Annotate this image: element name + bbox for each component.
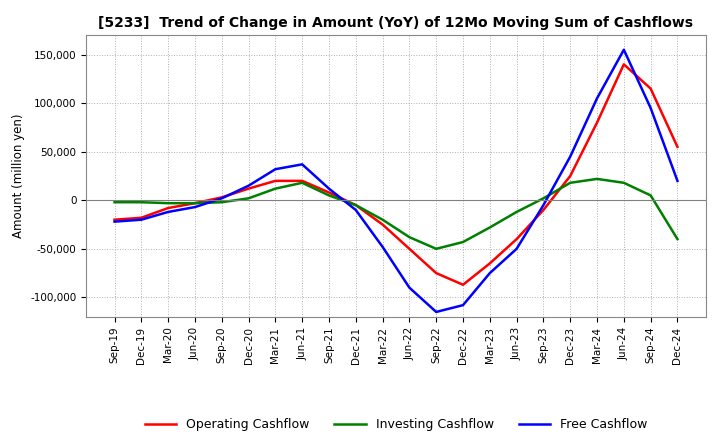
Investing Cashflow <box>110 200 119 205</box>
Line: Investing Cashflow: Investing Cashflow <box>114 179 678 249</box>
Operating Cashflow <box>432 271 441 276</box>
Free Cashflow <box>378 244 387 249</box>
Free Cashflow <box>673 178 682 183</box>
Free Cashflow <box>244 183 253 188</box>
Operating Cashflow <box>405 246 414 252</box>
Operating Cashflow <box>325 190 333 195</box>
Free Cashflow <box>539 202 548 208</box>
Free Cashflow <box>298 162 307 167</box>
Operating Cashflow <box>485 261 494 266</box>
Investing Cashflow <box>164 201 173 206</box>
Investing Cashflow <box>459 239 467 245</box>
Investing Cashflow <box>673 236 682 242</box>
Free Cashflow <box>513 246 521 252</box>
Free Cashflow <box>485 271 494 276</box>
Investing Cashflow <box>566 180 575 185</box>
Free Cashflow <box>325 186 333 191</box>
Free Cashflow <box>191 205 199 210</box>
Operating Cashflow <box>566 173 575 179</box>
Operating Cashflow <box>271 178 279 183</box>
Free Cashflow <box>164 209 173 215</box>
Investing Cashflow <box>432 246 441 252</box>
Operating Cashflow <box>298 178 307 183</box>
Operating Cashflow <box>459 282 467 287</box>
Legend: Operating Cashflow, Investing Cashflow, Free Cashflow: Operating Cashflow, Investing Cashflow, … <box>140 413 652 436</box>
Investing Cashflow <box>647 193 655 198</box>
Free Cashflow <box>110 219 119 224</box>
Investing Cashflow <box>325 193 333 198</box>
Operating Cashflow <box>619 62 628 67</box>
Free Cashflow <box>271 167 279 172</box>
Investing Cashflow <box>485 225 494 230</box>
Y-axis label: Amount (million yen): Amount (million yen) <box>12 114 25 238</box>
Investing Cashflow <box>351 202 360 208</box>
Investing Cashflow <box>513 209 521 215</box>
Operating Cashflow <box>673 144 682 150</box>
Free Cashflow <box>647 106 655 111</box>
Operating Cashflow <box>137 215 145 220</box>
Free Cashflow <box>432 309 441 315</box>
Operating Cashflow <box>164 205 173 211</box>
Operating Cashflow <box>378 222 387 227</box>
Operating Cashflow <box>647 86 655 91</box>
Investing Cashflow <box>191 201 199 206</box>
Investing Cashflow <box>217 200 226 205</box>
Investing Cashflow <box>271 186 279 191</box>
Operating Cashflow <box>513 236 521 242</box>
Operating Cashflow <box>539 207 548 213</box>
Investing Cashflow <box>244 196 253 201</box>
Investing Cashflow <box>298 180 307 185</box>
Operating Cashflow <box>351 202 360 208</box>
Operating Cashflow <box>191 201 199 206</box>
Line: Operating Cashflow: Operating Cashflow <box>114 64 678 285</box>
Investing Cashflow <box>378 217 387 222</box>
Operating Cashflow <box>244 186 253 191</box>
Free Cashflow <box>619 47 628 52</box>
Free Cashflow <box>405 285 414 290</box>
Free Cashflow <box>137 217 145 222</box>
Operating Cashflow <box>593 120 601 125</box>
Investing Cashflow <box>539 196 548 201</box>
Line: Free Cashflow: Free Cashflow <box>114 50 678 312</box>
Free Cashflow <box>566 154 575 159</box>
Operating Cashflow <box>110 217 119 222</box>
Free Cashflow <box>217 196 226 201</box>
Free Cashflow <box>351 207 360 213</box>
Investing Cashflow <box>405 235 414 240</box>
Free Cashflow <box>593 95 601 101</box>
Operating Cashflow <box>217 195 226 200</box>
Investing Cashflow <box>619 180 628 185</box>
Title: [5233]  Trend of Change in Amount (YoY) of 12Mo Moving Sum of Cashflows: [5233] Trend of Change in Amount (YoY) o… <box>99 16 693 30</box>
Investing Cashflow <box>593 176 601 182</box>
Investing Cashflow <box>137 200 145 205</box>
Free Cashflow <box>459 303 467 308</box>
